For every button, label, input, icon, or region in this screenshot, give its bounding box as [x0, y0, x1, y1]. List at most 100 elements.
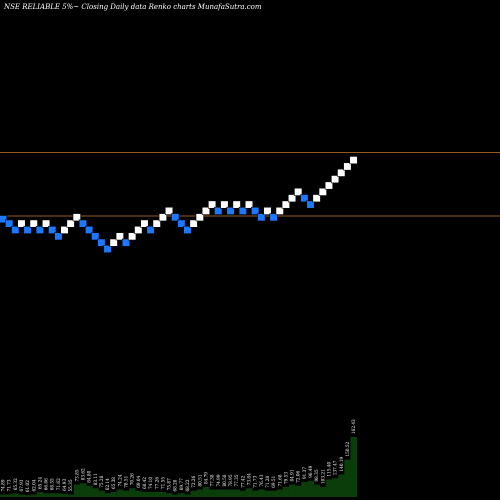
volume-labels: 74.89 71.73 65.32 67.93 61.02 62.04 65.24 66.86…: [1, 419, 357, 492]
volume-label: 74.24: [117, 474, 122, 486]
renko-brick-up: [318, 187, 327, 196]
volume-label: 78.51: [124, 475, 129, 487]
volume-bar: [202, 487, 210, 497]
renko-brick-up: [195, 213, 204, 222]
volume-label: 83.62: [80, 468, 85, 480]
volume-bar: [307, 480, 314, 497]
volume-label: 84.80: [87, 470, 92, 482]
renko-brick-down: [257, 213, 266, 222]
volume-bar: [190, 490, 198, 497]
renko-brick-up: [287, 194, 297, 203]
volume-bar: [252, 490, 259, 497]
volume-label: 71.73: [7, 479, 12, 491]
volume-label: 84.91: [290, 469, 295, 481]
renko-brick-up: [244, 200, 254, 209]
volume-label: 140.19: [339, 457, 344, 472]
volume-bar: [227, 489, 235, 497]
renko-brick-up: [232, 200, 241, 209]
volume-label: 162.43: [351, 419, 356, 434]
renko-brick-down: [78, 219, 88, 228]
renko-brick-up: [128, 232, 137, 241]
volume-label: 68.42: [142, 477, 147, 489]
renko-brick-down: [54, 232, 63, 241]
volume-bar: [282, 487, 290, 497]
renko-brick-up: [115, 232, 124, 241]
volume-label: 137.47: [333, 460, 338, 475]
renko-brick-up: [312, 194, 321, 203]
chart-header-title: NSE RELIABLE 5%~ Closing Daily data Renk…: [3, 3, 262, 11]
volume-bar: [332, 478, 339, 497]
volume-label: 115.40: [326, 462, 331, 477]
volume-label: 77.26: [154, 477, 159, 489]
renko-brick-up: [152, 219, 161, 228]
volume-bar: [36, 492, 44, 497]
renko-brick-up: [275, 206, 284, 215]
renko-brick-down: [226, 206, 235, 215]
volume-bar: [184, 494, 191, 497]
volume-label: 73.84: [247, 473, 252, 485]
volume-label: 73.85: [74, 469, 79, 481]
renko-brick-down: [91, 232, 100, 241]
volume-bar: [245, 488, 253, 497]
volume-label: 83.11: [93, 473, 98, 485]
renko-brick-up: [134, 225, 143, 234]
volume-label: 79.53: [283, 472, 288, 484]
volume-label: 84.79: [203, 472, 208, 484]
volume-bar: [122, 490, 130, 497]
volume-label: 76.43: [259, 474, 264, 486]
volume-label: 68.55: [50, 478, 55, 490]
volume-bar: [301, 482, 308, 497]
volume-bar: [24, 495, 32, 497]
volume-bar: [165, 493, 173, 497]
volume-label: 71.62: [56, 478, 61, 490]
renko-brick-down: [121, 238, 131, 247]
volume-bar: [313, 484, 321, 497]
volume-label: 55.35: [68, 479, 73, 491]
volume-label: 65.38: [111, 477, 116, 489]
renko-brick-down: [103, 245, 112, 254]
volume-label: 62.14: [105, 478, 110, 490]
renko-brick-down: [5, 219, 14, 228]
volume-bar: [215, 489, 222, 497]
renko-brick-up: [164, 206, 174, 215]
volume-label: 96.49: [308, 465, 313, 477]
renko-brick-up: [337, 168, 346, 177]
renko-brick-down: [183, 225, 192, 234]
renko-brick-down: [146, 225, 155, 234]
renko-brick-up: [72, 213, 81, 222]
volume-label: 78.95: [228, 474, 233, 486]
volume-bar: [258, 489, 265, 497]
renko-brick-up: [41, 219, 51, 228]
renko-brick-up: [349, 156, 358, 165]
volume-bar: [233, 489, 241, 497]
renko-brick-up: [294, 187, 303, 196]
volume-bar: [135, 490, 142, 497]
renko-brick-up: [29, 219, 38, 228]
volume-label: 71.28: [265, 475, 270, 487]
volume-bar: [350, 437, 358, 497]
volume-label: 80.51: [197, 474, 202, 486]
volume-bar: [18, 494, 25, 497]
volume-bar: [61, 493, 68, 497]
volume-label: 70.26: [130, 473, 135, 485]
renko-brick-down: [306, 200, 315, 209]
volume-label: 69.77: [179, 478, 184, 490]
volume-bar: [86, 485, 93, 497]
volume-bar: [276, 489, 284, 497]
volume-bar: [270, 490, 278, 497]
volume-bar: [30, 494, 38, 497]
renko-brick-down: [214, 206, 223, 215]
volume-label: 150.52: [345, 442, 350, 457]
volume-label: 69.04: [136, 475, 141, 487]
volume-bar: [92, 488, 99, 497]
volume-bar: [42, 493, 50, 497]
volume-label: 68.28: [173, 479, 178, 491]
volume-label: 72.06: [296, 470, 301, 482]
volume-label: 77.35: [234, 474, 239, 486]
volume-bar: [98, 490, 105, 497]
volume-label: 71.55: [160, 477, 165, 489]
renko-brick-down: [177, 219, 186, 228]
renko-brick-up: [109, 238, 118, 247]
